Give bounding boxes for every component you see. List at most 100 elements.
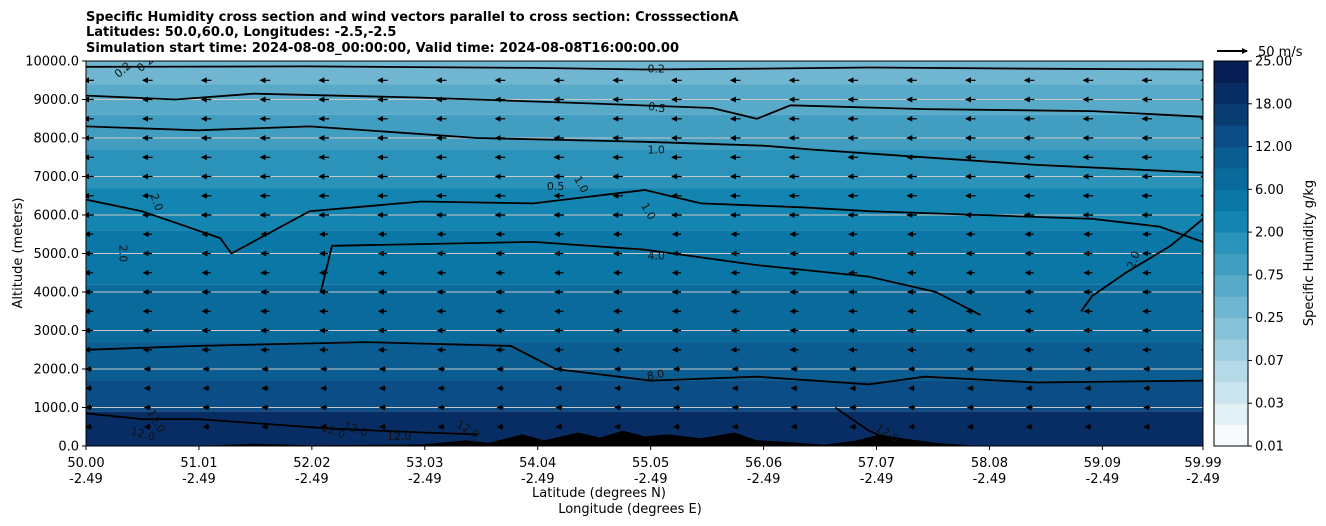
colorbar-segment xyxy=(1214,61,1248,83)
contour-label: 8.0 xyxy=(646,367,665,383)
humidity-band xyxy=(86,230,1203,285)
y-tick-label: 0.0 xyxy=(58,440,79,455)
title-line-2: Latitudes: 50.0,60.0, Longitudes: -2.5,-… xyxy=(86,25,396,40)
contour-line xyxy=(1080,218,1203,312)
grid-lines xyxy=(86,61,1203,446)
title-line-3: Simulation start time: 2024-08-08_00:00:… xyxy=(86,41,679,56)
colorbar-segment xyxy=(1214,274,1248,297)
colorbar-tick-label: 6.00 xyxy=(1255,183,1284,198)
quiver-key-label: 50 m/s xyxy=(1258,45,1303,60)
x-tick-label-lon: -2.49 xyxy=(69,472,103,487)
humidity-band xyxy=(86,188,1203,231)
contour-line xyxy=(86,65,1203,71)
colorbar-tick-label: 18.00 xyxy=(1255,97,1292,112)
x-tick-label-lat: 54.04 xyxy=(519,456,556,471)
x-tick-label-lat: 55.05 xyxy=(632,456,669,471)
chart-title: Specific Humidity cross section and wind… xyxy=(86,10,739,56)
humidity-band xyxy=(86,149,1203,189)
colorbar-segment xyxy=(1214,125,1248,148)
colorbar-segment xyxy=(1214,232,1248,254)
y-axis-label: Altitude (meters) xyxy=(11,198,26,309)
colorbar-segment xyxy=(1214,210,1248,233)
x-tick-label-lat: 51.01 xyxy=(180,456,217,471)
x-tick-label-lat: 53.03 xyxy=(406,456,443,471)
x-tick-label-lon: -2.49 xyxy=(182,472,216,487)
colorbar-segment xyxy=(1214,146,1248,169)
x-tick-label-lon: -2.49 xyxy=(747,472,781,487)
colorbar-segment xyxy=(1214,296,1248,319)
contour-label: 0.2 xyxy=(647,63,665,76)
x-tick-label-lon: -2.49 xyxy=(1086,472,1120,487)
colorbar-tick-label: 0.75 xyxy=(1255,268,1284,283)
contour-label: 2.0 xyxy=(117,245,130,263)
x-tick-label-lat: 50.00 xyxy=(67,456,104,471)
contour-line xyxy=(86,125,1203,174)
contour-line xyxy=(86,189,1203,255)
colorbar-segment xyxy=(1214,424,1248,447)
colorbar: 0.01 0.03 0.07 0.25 0.75 2.00 6.00 12.00 18.00 25… xyxy=(1213,55,1292,455)
contour-label: 1.0 xyxy=(647,143,665,156)
humidity-band xyxy=(86,61,1203,85)
contour-label: 12.0 xyxy=(129,425,156,444)
contour-label: 12.0 xyxy=(387,430,412,443)
x-tick-label-lon: -2.49 xyxy=(860,472,894,487)
y-tick-label: 7000.0 xyxy=(34,170,80,185)
terrain-area xyxy=(86,430,1203,446)
colorbar-segment xyxy=(1214,381,1248,404)
terrain-profile xyxy=(86,430,1203,446)
colorbar-segment xyxy=(1214,167,1248,190)
x-tick-label-lat: 58.08 xyxy=(971,456,1008,471)
y-tick-label: 9000.0 xyxy=(34,93,80,108)
colorbar-segment xyxy=(1214,103,1248,126)
colorbar-frame xyxy=(1213,60,1249,447)
colorbar-segment xyxy=(1214,253,1248,276)
x-tick-label-lon: -2.49 xyxy=(521,472,555,487)
x-tick-label-lat: 56.06 xyxy=(745,456,782,471)
x-tick-label-lon: -2.49 xyxy=(634,472,668,487)
humidity-band xyxy=(86,380,1203,412)
x-axis-label-2: Longitude (degrees E) xyxy=(558,502,702,517)
y-tick-label: 3000.0 xyxy=(34,324,80,339)
x-tick-label-lon: -2.49 xyxy=(1186,472,1220,487)
title-line-1: Specific Humidity cross section and wind… xyxy=(86,10,739,25)
contour-line xyxy=(86,92,1203,120)
y-tick-label: 4000.0 xyxy=(34,286,80,301)
colorbar-segment xyxy=(1214,189,1248,212)
y-axis: 0.0 1000.0 2000.0 3000.0 4000.0 5000.0 6000.0 7… xyxy=(25,55,86,455)
colorbar-tick-label: 0.07 xyxy=(1255,354,1284,369)
quiver-key: 50 m/s xyxy=(1217,45,1303,60)
colorbar-tick-label: 12.00 xyxy=(1255,140,1292,155)
y-tick-label: 1000.0 xyxy=(34,401,80,416)
x-tick-label-lat: 57.07 xyxy=(858,456,895,471)
colorbar-segment xyxy=(1214,82,1248,105)
colorbar-tick-label: 25.00 xyxy=(1255,55,1292,70)
humidity-band xyxy=(86,284,1203,343)
x-tick-label-lon: -2.49 xyxy=(408,472,442,487)
x-tick-label-lon: -2.49 xyxy=(973,472,1007,487)
colorbar-label: Specific Humidity g/kg xyxy=(1302,180,1317,326)
x-tick-label-lat: 52.02 xyxy=(293,456,330,471)
y-tick-label: 5000.0 xyxy=(34,247,80,262)
y-tick-label: 10000.0 xyxy=(25,55,79,70)
colorbar-segment xyxy=(1214,339,1248,361)
y-tick-label: 2000.0 xyxy=(34,363,80,378)
colorbar-tick-label: 2.00 xyxy=(1255,226,1284,241)
contour-label: 0.5 xyxy=(647,100,666,116)
humidity-contour-lines xyxy=(86,65,1203,442)
x-tick-label-lat: 59.99 xyxy=(1184,456,1221,471)
contour-label: 2.0 xyxy=(147,192,165,213)
x-tick-label-lon: -2.49 xyxy=(295,472,329,487)
x-axis: 50.00-2.4951.01-2.4952.02-2.4953.03-2.49… xyxy=(67,446,1222,487)
humidity-band xyxy=(86,114,1203,150)
wind-vectors xyxy=(86,77,1203,430)
contour-label: 2.0 xyxy=(1125,250,1143,271)
x-axis-label: Latitude (degrees N) xyxy=(532,486,666,501)
colorbar-tick-label: 0.01 xyxy=(1255,440,1284,455)
y-tick-label: 6000.0 xyxy=(34,209,80,224)
colorbar-tick-label: 0.25 xyxy=(1255,311,1284,326)
humidity-band xyxy=(86,342,1203,381)
colorbar-segment xyxy=(1214,317,1248,340)
y-tick-label: 8000.0 xyxy=(34,132,80,147)
contour-label: 4.0 xyxy=(647,249,665,262)
